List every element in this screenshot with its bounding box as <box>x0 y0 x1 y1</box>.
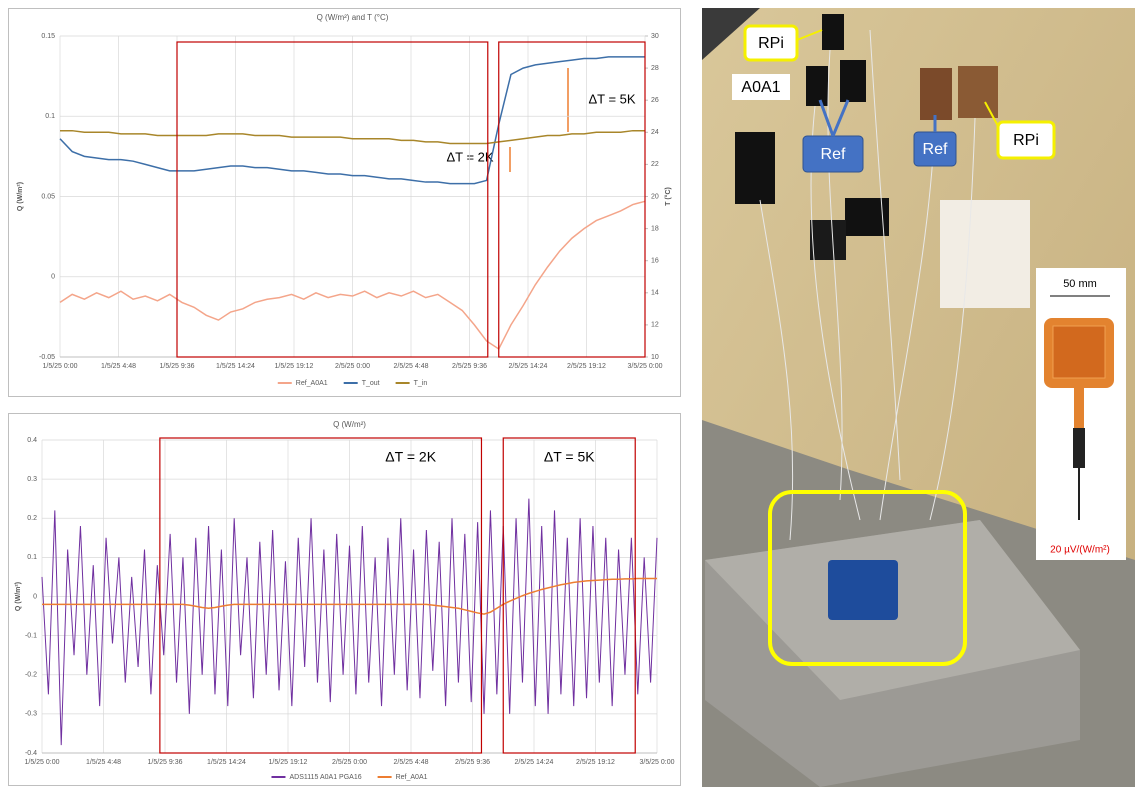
sensor <box>920 68 952 120</box>
legend-label: T_out <box>362 380 380 387</box>
x-tick-label: 1/5/25 9:36 <box>159 363 194 370</box>
region-label: ΔT = 5K <box>544 449 595 465</box>
sensor-tail <box>1074 388 1084 428</box>
legend-label: ADS1115 A0A1 PGA16 <box>289 774 361 781</box>
sensor-grid <box>1053 326 1105 378</box>
legend: ADS1115 A0A1 PGA16 Ref_A0A1 <box>271 774 427 781</box>
annotation: ΔT = 5K <box>588 91 635 106</box>
x-tick-label: 2/5/25 0:00 <box>332 759 367 766</box>
x-tick-label: 1/5/25 19:12 <box>269 759 308 766</box>
chart-panel <box>9 414 681 786</box>
inset-sensitivity: 20 µV/(W/m²) <box>1050 545 1110 556</box>
y2-tick-label: 20 <box>651 193 659 200</box>
cable <box>1073 428 1085 468</box>
y2-tick-label: 10 <box>651 354 659 361</box>
y2-tick-label: 14 <box>651 290 659 297</box>
y-tick-label: 0.1 <box>45 113 55 120</box>
y-tick-label: -0.2 <box>25 672 37 679</box>
y-axis-label: Q (W/m²) <box>15 582 22 611</box>
chart-title: Q (W/m²) and T (°C) <box>317 13 389 22</box>
label-text: Ref <box>923 141 948 158</box>
board <box>828 560 898 620</box>
y-tick-label: 0.15 <box>41 33 55 40</box>
y-tick-label: 0.3 <box>27 476 37 483</box>
sensor <box>840 60 866 102</box>
y-tick-label: -0.1 <box>25 632 37 639</box>
sensor <box>735 132 775 204</box>
x-tick-label: 3/5/25 0:00 <box>627 363 662 370</box>
x-tick-label: 2/5/25 4:48 <box>393 363 428 370</box>
x-tick-label: 1/5/25 4:48 <box>86 759 121 766</box>
x-tick-label: 2/5/25 9:36 <box>455 759 490 766</box>
y-tick-label: 0.2 <box>27 515 37 522</box>
x-tick-label: 2/5/25 14:24 <box>509 363 548 370</box>
y2-tick-label: 18 <box>651 225 659 232</box>
y2-tick-label: 26 <box>651 97 659 104</box>
y-tick-label: 0 <box>51 274 55 281</box>
y-tick-label: -0.4 <box>25 750 37 757</box>
y-tick-label: 0 <box>33 593 37 600</box>
x-tick-label: 2/5/25 19:12 <box>567 363 606 370</box>
y2-tick-label: 22 <box>651 161 659 168</box>
legend-label: T_in <box>414 380 428 387</box>
x-tick-label: 1/5/25 9:36 <box>147 759 182 766</box>
y2-tick-label: 16 <box>651 258 659 265</box>
y-axis-label: Q (W/m²) <box>17 182 24 211</box>
label-rpi: RPi <box>745 26 797 60</box>
photo: RPi A0A1 Ref Ref RPi 50 mm 20 µV/(W/m²) <box>702 8 1135 787</box>
sensor <box>806 66 828 106</box>
y2-tick-label: 28 <box>651 65 659 72</box>
chart-title: Q (W/m²) <box>333 420 366 429</box>
x-tick-label: 2/5/25 19:12 <box>576 759 615 766</box>
label-text: A0A1 <box>741 79 780 96</box>
y2-axis-label: T (°C) <box>664 187 672 206</box>
sensor <box>822 14 844 50</box>
y2-tick-label: 30 <box>651 33 659 40</box>
region-label: ΔT = 2K <box>385 449 436 465</box>
y2-tick-label: 12 <box>651 322 659 329</box>
inset-scale: 50 mm <box>1063 278 1097 290</box>
x-tick-label: 2/5/25 14:24 <box>515 759 554 766</box>
x-tick-label: 1/5/25 0:00 <box>42 363 77 370</box>
sensor <box>958 66 998 118</box>
legend-label: Ref_A0A1 <box>396 774 428 781</box>
y-tick-label: 0.05 <box>41 193 55 200</box>
x-tick-label: 2/5/25 4:48 <box>393 759 428 766</box>
x-tick-label: 2/5/25 9:36 <box>452 363 487 370</box>
y-tick-label: 0.4 <box>27 437 37 444</box>
y2-tick-label: 24 <box>651 129 659 136</box>
x-tick-label: 1/5/25 4:48 <box>101 363 136 370</box>
legend-label: Ref_A0A1 <box>296 380 328 387</box>
insulation <box>940 200 1030 308</box>
y-tick-label: 0.1 <box>27 554 37 561</box>
y-tick-label: -0.05 <box>39 354 55 361</box>
x-tick-label: 1/5/25 19:12 <box>275 363 314 370</box>
y-tick-label: -0.3 <box>25 711 37 718</box>
label-text: RPi <box>758 35 784 52</box>
label-text: Ref <box>821 146 846 163</box>
figure: RPi A0A1 Ref Ref RPi 50 mm 20 µV/(W/m²) … <box>0 0 1135 787</box>
chart-panel <box>9 9 681 397</box>
x-tick-label: 1/5/25 14:24 <box>216 363 255 370</box>
annotation: ΔT = 2K <box>446 149 493 164</box>
x-tick-label: 2/5/25 0:00 <box>335 363 370 370</box>
x-tick-label: 1/5/25 14:24 <box>207 759 246 766</box>
x-tick-label: 3/5/25 0:00 <box>639 759 674 766</box>
sensor <box>810 220 846 260</box>
x-tick-label: 1/5/25 0:00 <box>24 759 59 766</box>
label-text: RPi <box>1013 132 1039 149</box>
